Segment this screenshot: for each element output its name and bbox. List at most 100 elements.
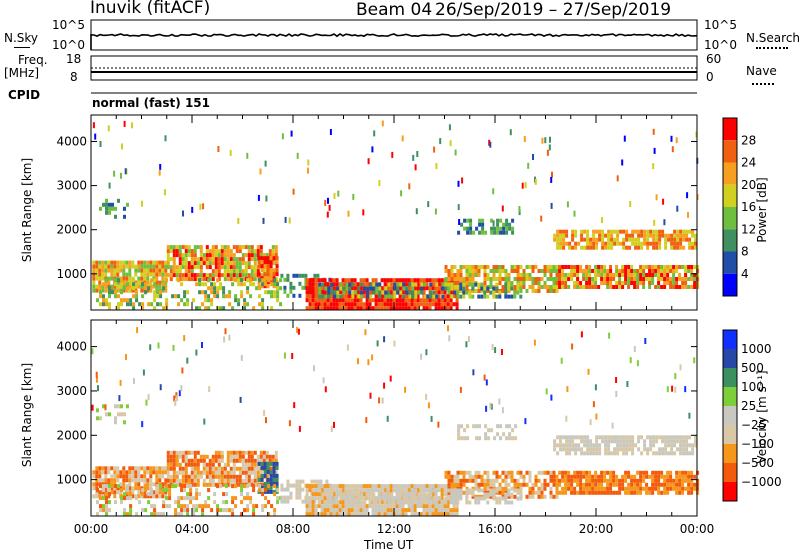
power-cell-719 bbox=[292, 285, 296, 290]
power-cell-574 bbox=[150, 302, 154, 307]
power-cell-45 bbox=[110, 260, 114, 265]
velocity-cell-1646 bbox=[583, 435, 587, 440]
velocity-cell-964 bbox=[383, 504, 387, 509]
velocity-speckle-92 bbox=[95, 371, 98, 378]
velocity-cell-720 bbox=[295, 491, 299, 496]
power-speckle-15 bbox=[265, 195, 268, 202]
power-cell-307 bbox=[214, 253, 218, 258]
power-cell-613 bbox=[198, 306, 202, 311]
power-cell-1767 bbox=[658, 245, 662, 250]
velocity-cell-1319 bbox=[549, 478, 553, 483]
power-cell-1003 bbox=[398, 306, 402, 311]
power-cell-584 bbox=[159, 290, 163, 295]
velocity-cell-1377 bbox=[582, 482, 586, 487]
velocity-cell-806 bbox=[323, 492, 327, 497]
velocity-cell-771 bbox=[308, 504, 312, 509]
velocity-cell-880 bbox=[350, 504, 354, 509]
power-cell-933 bbox=[371, 298, 375, 303]
power-cell-394 bbox=[247, 253, 251, 258]
velocity-cell-165 bbox=[161, 494, 165, 499]
power-cell-1829 bbox=[333, 294, 337, 299]
velocity-cell-1118 bbox=[443, 512, 447, 517]
power-cell-1066 bbox=[425, 278, 429, 283]
velocity-colorbar-band-3 bbox=[723, 387, 737, 406]
power-cell-1301 bbox=[531, 269, 535, 273]
power-cell-542 bbox=[120, 290, 123, 295]
velocity-cell-664 bbox=[243, 484, 247, 489]
power-cell-1971 bbox=[510, 286, 514, 291]
power-cell-1854 bbox=[366, 290, 370, 295]
power-cell-187 bbox=[166, 257, 170, 262]
velocity-cell-1566 bbox=[693, 486, 697, 491]
velocity-cell-1776 bbox=[682, 443, 686, 448]
velocity-cell-772 bbox=[308, 508, 312, 513]
velocity-cell-437 bbox=[268, 454, 272, 459]
velocity-cell-1520 bbox=[666, 486, 670, 491]
power-cell-1576 bbox=[693, 285, 697, 289]
power-cell-381 bbox=[241, 261, 245, 266]
power-cell-1768 bbox=[661, 229, 665, 234]
velocity-cell-1159 bbox=[450, 478, 454, 483]
velocity-cell-1508 bbox=[660, 474, 664, 479]
velocity-cell-472 bbox=[263, 473, 267, 478]
power-cell-446 bbox=[268, 253, 272, 258]
velocity-cell-130 bbox=[149, 466, 153, 471]
power-cell-1672 bbox=[589, 241, 593, 246]
velocity-cell-842 bbox=[335, 508, 339, 513]
velocity-cell-1332 bbox=[555, 490, 559, 495]
velocity-cell-1954 bbox=[519, 488, 523, 493]
power-cell-1660 bbox=[580, 233, 584, 238]
velocity-cell-422 bbox=[262, 454, 266, 459]
velocity-cell-1633 bbox=[571, 443, 575, 448]
cpid-label: CPID bbox=[8, 88, 41, 102]
power-cell-466 bbox=[274, 277, 278, 282]
velocity-cell-1766 bbox=[676, 435, 680, 440]
power-cell-372 bbox=[238, 257, 242, 262]
velocity-cell-719 bbox=[295, 487, 299, 492]
velocity-cell-1446 bbox=[621, 486, 625, 491]
power-cell-1441 bbox=[615, 265, 619, 269]
power-cell-1374 bbox=[573, 273, 577, 277]
power-cell-611 bbox=[198, 282, 202, 287]
velocity-cell-1204 bbox=[477, 474, 481, 479]
power-cell-182 bbox=[164, 284, 168, 289]
velocity-cell-1527 bbox=[672, 478, 676, 483]
power-cell-1146 bbox=[444, 265, 448, 269]
power-speckle-2 bbox=[92, 122, 95, 129]
velocity-cell-657 bbox=[234, 496, 238, 501]
power-cell-1863 bbox=[375, 286, 379, 291]
velocity-cell-1641 bbox=[577, 447, 581, 452]
power-speckle-74 bbox=[259, 168, 262, 175]
power-cell-38 bbox=[107, 260, 111, 265]
velocity-cell-1642 bbox=[580, 435, 584, 440]
velocity-cell-1828 bbox=[360, 500, 364, 505]
power-speckle-47 bbox=[671, 146, 674, 153]
velocity-cell-140 bbox=[152, 482, 156, 487]
velocity-speckle-107 bbox=[369, 392, 372, 399]
power-cell-698 bbox=[273, 290, 277, 295]
velocity-cell-281 bbox=[208, 466, 212, 471]
velocity-cell-46 bbox=[110, 490, 114, 495]
velocity-cell-662 bbox=[240, 500, 244, 505]
power-cell-535 bbox=[114, 294, 117, 299]
power-speckle-89 bbox=[182, 210, 184, 217]
power-cell-1633 bbox=[556, 241, 560, 246]
velocity-cell-796 bbox=[320, 484, 324, 489]
power-speckle-102 bbox=[381, 120, 384, 127]
velocity-cell-981 bbox=[389, 508, 393, 513]
power-cell-1568 bbox=[690, 269, 694, 273]
velocity-cell-231 bbox=[187, 450, 191, 455]
velocity-cell-219 bbox=[181, 474, 185, 479]
velocity-cell-414 bbox=[259, 454, 263, 459]
power-cell-1391 bbox=[585, 265, 589, 269]
velocity-cell-1458 bbox=[630, 478, 634, 483]
velocity-cell-1602 bbox=[508, 432, 512, 437]
power-cell-1682 bbox=[595, 245, 599, 250]
power-speckle-22 bbox=[414, 164, 417, 171]
power-ytick-label-2: 3000 bbox=[56, 179, 87, 193]
velocity-cell-1548 bbox=[684, 470, 688, 475]
velocity-speckle-60 bbox=[186, 357, 189, 364]
velocity-cell-1528 bbox=[672, 482, 676, 487]
velocity-cell-1732 bbox=[649, 443, 653, 448]
velocity-cell-71 bbox=[122, 482, 126, 487]
